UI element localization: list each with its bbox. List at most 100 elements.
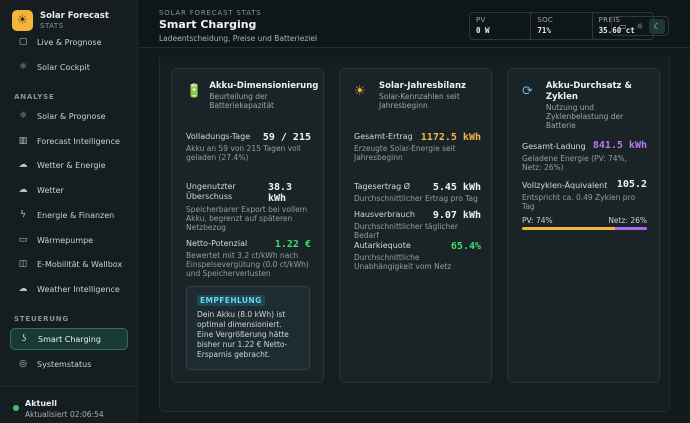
metric-value: 1172.5 kWh bbox=[420, 132, 481, 143]
metric-label: Netto-Potenzial bbox=[186, 239, 248, 248]
theme-switcher: ▭ ☼ ☾ bbox=[611, 16, 669, 36]
bar-chart-icon: ▥ bbox=[18, 136, 28, 146]
brand[interactable]: ☀ Solar Forecast STATS bbox=[12, 10, 109, 31]
metric-description: Bewertet mit 3.2 ct/kWh nach Einspeiseve… bbox=[186, 251, 309, 278]
sidebar-nav: ▢ Live & Prognose ☼ Solar Cockpit ANALYS… bbox=[0, 36, 138, 384]
sun-icon[interactable]: ☼ bbox=[636, 21, 644, 31]
metric-gesamt-ladung: Gesamt-Ladung 841.5 kWh Geladene Energie… bbox=[522, 140, 647, 172]
metric-vollzyklen: Vollzyklen-Äquivalent 105.2 Entspricht c… bbox=[522, 179, 647, 211]
card-subtitle: Beurteilung der Batteriekapazität bbox=[209, 92, 274, 110]
cloud-icon: ☁ bbox=[18, 160, 28, 170]
last-updated: Aktualisiert 02:06:54 bbox=[25, 410, 104, 419]
metric-label: Autarkiequote bbox=[354, 241, 411, 250]
sidebar-item-label: Wetter bbox=[37, 185, 64, 195]
metric-description: Akku an 59 von 215 Tagen voll geladen (2… bbox=[186, 144, 301, 162]
sidebar-item-waermepumpe[interactable]: ▭ Wärmepumpe bbox=[10, 229, 128, 251]
stat-preis: PREIS 35.60 ct bbox=[593, 13, 653, 39]
metric-value: 5.45 kWh bbox=[432, 182, 481, 193]
metric-label: Gesamt-Ladung bbox=[522, 142, 586, 151]
card-title: Akku-Dimensionierung bbox=[209, 81, 319, 91]
stat-label: PREIS bbox=[598, 16, 621, 24]
metric-hausverbrauch: Hausverbrauch 9.07 kWh Durchschnittliche… bbox=[354, 210, 481, 240]
refresh-icon: ⟳ bbox=[522, 84, 533, 99]
statistics-panel: 🔋 Akku-Dimensionierung Beurteilung der B… bbox=[159, 57, 670, 412]
pv-share-label: PV: 74% bbox=[522, 216, 553, 225]
sidebar-item-label: Live & Prognose bbox=[37, 37, 102, 47]
moon-icon[interactable]: ☾ bbox=[649, 18, 666, 34]
sidebar-item-label: Wärmepumpe bbox=[37, 235, 94, 245]
metric-gesamt-ertrag: Gesamt-Ertrag 1172.5 kWh Erzeugte Solar-… bbox=[354, 132, 481, 162]
metric-label: Volladungs-Tage bbox=[186, 132, 251, 141]
bolt-icon: ϟ bbox=[20, 210, 26, 220]
stat-label: PV bbox=[476, 16, 486, 24]
monitor-icon[interactable]: ▭ bbox=[618, 21, 627, 31]
metric-description: Entspricht ca. 0.49 Zyklen pro Tag bbox=[522, 193, 636, 211]
status-dot-icon bbox=[13, 405, 19, 411]
metric-description: Erzeugte Solar-Energie seit Jahresbeginn bbox=[354, 144, 456, 162]
live-stats: PV 0 W SOC 71% PREIS 35.60 ct bbox=[469, 12, 654, 40]
page-header: SOLAR FORECAST STATS Smart Charging Lade… bbox=[139, 0, 690, 48]
metric-description: Durchschnittliche Unabhängigkeit vom Net… bbox=[354, 253, 452, 271]
sidebar-item-wetter[interactable]: ☁ Wetter bbox=[10, 179, 128, 201]
charge-source-bar bbox=[522, 227, 647, 230]
page-title: Smart Charging bbox=[159, 18, 257, 31]
car-icon: ◫ bbox=[18, 259, 28, 269]
metric-value: 59 / 215 bbox=[262, 132, 311, 143]
sidebar-item-energie-finanzen[interactable]: ϟ Energie & Finanzen bbox=[10, 204, 128, 226]
stat-value: 35.60 ct bbox=[598, 26, 635, 35]
metric-description: Speicherbarer Export bei vollem Akku, be… bbox=[186, 205, 308, 232]
card-subtitle: Solar-Kennzahlen seit Jahresbeginn bbox=[379, 92, 460, 110]
net-share-fill bbox=[614, 227, 647, 230]
sidebar-item-weather-intelligence[interactable]: ☁ Weather Intelligence bbox=[10, 278, 128, 300]
sidebar-item-systemstatus[interactable]: ◎ Systemstatus bbox=[10, 353, 128, 375]
metric-value: 9.07 kWh bbox=[432, 210, 481, 221]
sidebar-item-label: Weather Intelligence bbox=[37, 284, 120, 294]
metric-ungenutzter-ueberschuss: Ungenutzter Überschuss 38.3 kWh Speicher… bbox=[186, 182, 311, 232]
sidebar: ☀ Solar Forecast STATS ▢ Live & Prognose… bbox=[0, 0, 138, 423]
main-content: 🔋 Akku-Dimensionierung Beurteilung der B… bbox=[139, 49, 690, 423]
stat-label: SOC bbox=[537, 16, 554, 24]
sidebar-item-smart-charging[interactable]: ʖ Smart Charging bbox=[10, 328, 128, 350]
recommendation-box: EMPFEHLUNG Dein Akku (8.0 kWh) ist optim… bbox=[186, 286, 310, 370]
metric-label: Ungenutzter Überschuss bbox=[186, 182, 236, 201]
sidebar-item-label: Systemstatus bbox=[37, 359, 92, 369]
sidebar-item-live-prognose[interactable]: ▢ Live & Prognose bbox=[10, 36, 128, 53]
recommendation-badge: EMPFEHLUNG bbox=[197, 295, 265, 306]
card-subtitle: Nutzung und Zyklenbelastung der Batterie bbox=[545, 103, 624, 130]
sidebar-item-solar-prognose[interactable]: ☼ Solar & Prognose bbox=[10, 105, 128, 127]
sidebar-item-label: E-Mobilität & Wallbox bbox=[37, 259, 123, 269]
metric-value: 38.3 kWh bbox=[268, 182, 293, 204]
metric-autarkiequote: Autarkiequote 65.4% Durchschnittliche Un… bbox=[354, 241, 481, 271]
status-title: Aktuell bbox=[25, 399, 57, 408]
sun-icon: ☼ bbox=[18, 111, 28, 121]
gauge-icon: ◎ bbox=[19, 359, 27, 369]
stat-soc: SOC 71% bbox=[531, 13, 593, 39]
plug-icon: ʖ bbox=[21, 334, 27, 344]
card-akku-durchsatz: ⟳ Akku-Durchsatz & Zyklen Nutzung und Zy… bbox=[507, 68, 660, 383]
metric-description: Geladene Energie (PV: 74%, Netz: 26%) bbox=[522, 154, 628, 172]
sidebar-item-label: Solar & Prognose bbox=[37, 111, 106, 121]
metric-volladungs-tage: Volladungs-Tage 59 / 215 Akku an 59 von … bbox=[186, 132, 311, 162]
sidebar-item-label: Forecast Intelligence bbox=[37, 136, 120, 146]
cloud-icon: ☁ bbox=[18, 185, 28, 195]
brand-subtitle: STATS bbox=[40, 21, 64, 30]
metric-value: 65.4% bbox=[450, 241, 481, 252]
sidebar-item-solar-cockpit[interactable]: ☼ Solar Cockpit bbox=[10, 56, 128, 78]
sidebar-item-label: Energie & Finanzen bbox=[37, 210, 115, 220]
sun-icon: ☼ bbox=[18, 62, 28, 72]
metric-value: 105.2 bbox=[616, 179, 647, 190]
sidebar-item-wetter-energie[interactable]: ☁ Wetter & Energie bbox=[10, 154, 128, 176]
metric-description: Durchschnittlicher täglicher Bedarf bbox=[354, 222, 458, 240]
header-eyebrow: SOLAR FORECAST STATS bbox=[159, 9, 262, 17]
sun-logo-icon: ☀ bbox=[12, 10, 33, 31]
sidebar-item-forecast-intelligence[interactable]: ▥ Forecast Intelligence bbox=[10, 130, 128, 152]
sidebar-item-label: Solar Cockpit bbox=[37, 62, 90, 72]
battery-icon: 🔋 bbox=[186, 84, 203, 99]
sidebar-item-emobilitaet-wallbox[interactable]: ◫ E-Mobilität & Wallbox bbox=[10, 253, 128, 275]
stat-pv: PV 0 W bbox=[470, 13, 532, 39]
live-icon: ▢ bbox=[18, 37, 28, 47]
status-footer: Aktuell Aktualisiert 02:06:54 bbox=[0, 386, 138, 423]
charge-source-legend: PV: 74% Netz: 26% bbox=[522, 216, 647, 225]
stat-value: 71% bbox=[537, 26, 551, 35]
metric-label: Gesamt-Ertrag bbox=[354, 132, 413, 141]
